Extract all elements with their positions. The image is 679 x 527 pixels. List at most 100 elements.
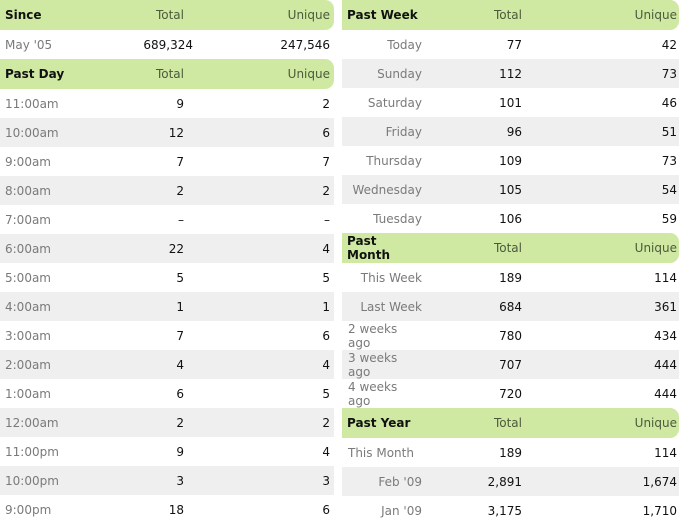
table-row: 9:00pm 18 6: [0, 495, 334, 524]
since-date: May '05: [5, 37, 53, 52]
row-label: 3 weeks ago: [348, 350, 398, 379]
row-label: 6:00am: [5, 241, 51, 256]
row-unique: 2: [322, 415, 330, 430]
table-row: Today 77 42: [342, 30, 679, 59]
row-label: Sunday: [377, 66, 422, 81]
table-row: 5:00am 5 5: [0, 263, 334, 292]
row-label: Jan '09: [381, 503, 422, 518]
past-month-total-header: Total: [493, 241, 522, 255]
row-unique: 6: [322, 502, 330, 517]
row-label: 10:00am: [5, 125, 59, 140]
right-stats-column: Past Week Total Unique Today 77 42 Sunda…: [342, 0, 679, 525]
table-row: This Week 189 114: [342, 263, 679, 292]
row-label: 3:00am: [5, 328, 51, 343]
row-total: 96: [506, 124, 522, 139]
row-total: 7: [176, 154, 184, 169]
row-label: 1:00am: [5, 386, 51, 401]
row-label: 9:00am: [5, 154, 51, 169]
since-total: 689,324: [143, 37, 193, 52]
row-total: 189: [499, 445, 522, 460]
table-row: Tuesday 106 59: [342, 204, 679, 233]
row-total: 101: [499, 95, 522, 110]
table-row: 10:00am 12 6: [0, 118, 334, 147]
row-label: 9:00pm: [5, 502, 52, 517]
past-week-total-header: Total: [493, 8, 522, 22]
row-label: 5:00am: [5, 270, 51, 285]
row-unique: 114: [654, 270, 677, 285]
row-unique: 4: [322, 241, 330, 256]
row-unique: 7: [322, 154, 330, 169]
past-day-title: Past Day: [5, 67, 65, 81]
row-label: Feb '09: [378, 474, 422, 489]
table-row: 8:00am 2 2: [0, 176, 334, 205]
row-total: 22: [168, 241, 184, 256]
row-unique: 361: [654, 299, 677, 314]
row-unique: 4: [322, 444, 330, 459]
row-label: 4 weeks ago: [348, 379, 398, 408]
table-row: This Month 189 114: [342, 438, 679, 467]
table-row: Saturday 101 46: [342, 88, 679, 117]
table-row: 10:00pm 3 3: [0, 466, 334, 495]
since-total-header: Total: [155, 8, 184, 22]
table-row: 4:00am 1 1: [0, 292, 334, 321]
table-row: 2:00am 4 4: [0, 350, 334, 379]
past-year-unique-header: Unique: [634, 416, 677, 430]
row-total: 9: [176, 444, 184, 459]
row-total: 106: [499, 211, 522, 226]
row-unique: 2: [322, 183, 330, 198]
row-label: 4:00am: [5, 299, 51, 314]
row-total: 77: [506, 37, 522, 52]
row-unique: 444: [654, 386, 677, 401]
past-month-title: Past Month: [347, 234, 391, 262]
past-day-unique-header: Unique: [287, 67, 330, 81]
row-unique: –: [324, 212, 330, 227]
row-unique: 4: [322, 357, 330, 372]
table-row: Wednesday 105 54: [342, 175, 679, 204]
table-row: 11:00am 9 2: [0, 89, 334, 118]
row-label: Today: [387, 37, 422, 52]
row-label: 2:00am: [5, 357, 51, 372]
table-row: 9:00am 7 7: [0, 147, 334, 176]
past-month-header: Past Month Total Unique: [342, 233, 679, 263]
row-total: 3: [176, 473, 184, 488]
row-total: 1: [176, 299, 184, 314]
table-row: Feb '09 2,891 1,674: [342, 467, 679, 496]
row-total: 18: [168, 502, 184, 517]
row-total: 6: [176, 386, 184, 401]
row-total: 12: [168, 125, 184, 140]
row-total: 780: [499, 328, 522, 343]
row-unique: 1,674: [642, 474, 677, 489]
past-year-total-header: Total: [493, 416, 522, 430]
table-row: Last Week 684 361: [342, 292, 679, 321]
row-label: Tuesday: [373, 211, 422, 226]
row-total: –: [178, 212, 184, 227]
table-row: 7:00am – –: [0, 205, 334, 234]
row-unique: 54: [661, 182, 677, 197]
row-unique: 51: [661, 124, 677, 139]
row-total: 2: [176, 183, 184, 198]
table-row: Thursday 109 73: [342, 146, 679, 175]
past-day-total-header: Total: [155, 67, 184, 81]
row-total: 707: [499, 357, 522, 372]
row-label: Saturday: [367, 95, 422, 110]
row-total: 2: [176, 415, 184, 430]
table-row: 3 weeks ago 707 444: [342, 350, 679, 379]
past-month-unique-header: Unique: [634, 241, 677, 255]
past-week-header: Past Week Total Unique: [342, 0, 679, 30]
row-label: 12:00am: [5, 415, 59, 430]
row-total: 105: [499, 182, 522, 197]
since-title: Since: [5, 8, 42, 22]
row-unique: 73: [661, 153, 677, 168]
row-total: 3,175: [487, 503, 522, 518]
row-label: This Month: [348, 445, 414, 460]
table-row: Friday 96 51: [342, 117, 679, 146]
past-week-unique-header: Unique: [634, 8, 677, 22]
table-row: 12:00am 2 2: [0, 408, 334, 437]
row-unique: 114: [654, 445, 677, 460]
row-total: 5: [176, 270, 184, 285]
past-year-header: Past Year Total Unique: [342, 408, 679, 438]
row-unique: 3: [322, 473, 330, 488]
left-stats-column: Since Total Unique May '05 689,324 247,5…: [0, 0, 334, 524]
row-total: 2,891: [487, 474, 522, 489]
since-header: Since Total Unique: [0, 0, 334, 30]
